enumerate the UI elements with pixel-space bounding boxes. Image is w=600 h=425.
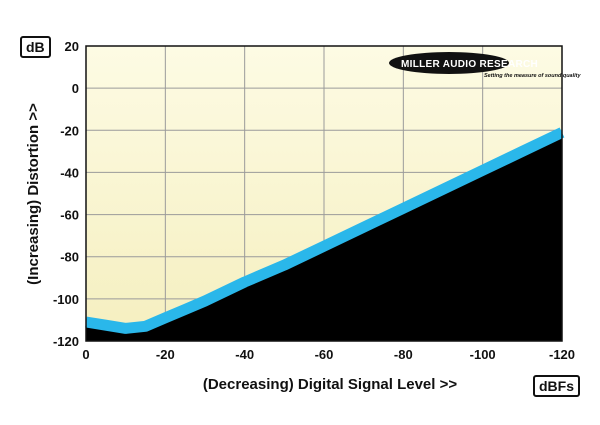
- y-tick-label: -20: [60, 123, 79, 138]
- x-tick-label: 0: [82, 347, 89, 362]
- x-tick-label: -40: [235, 347, 254, 362]
- noise-floor-area: [86, 132, 562, 341]
- x-unit-label: dBFs: [533, 375, 580, 397]
- logo-tagline-text: Setting the measure of sound quality: [484, 73, 582, 79]
- y-tick-labels: 20 0 -20 -40 -60 -80 -100 -120: [53, 39, 79, 349]
- brand-logo: MILLER AUDIO RESEARCH Setting the measur…: [389, 52, 582, 79]
- y-tick-label: 0: [72, 81, 79, 96]
- x-tick-label: -120: [549, 347, 575, 362]
- x-tick-label: -60: [315, 347, 334, 362]
- x-tick-labels: 0 -20 -40 -60 -80 -100 -120: [82, 347, 575, 362]
- x-tick-label: -80: [394, 347, 413, 362]
- y-axis-title: (Increasing) Distortion >>: [25, 103, 42, 285]
- y-tick-label: 20: [65, 39, 79, 54]
- logo-ellipse: [389, 52, 509, 74]
- logo-brand-text: MILLER AUDIO RESEARCH: [401, 59, 538, 70]
- x-axis-title: (Decreasing) Digital Signal Level >>: [203, 376, 457, 393]
- x-tick-label: -20: [156, 347, 175, 362]
- y-tick-label: -100: [53, 292, 79, 307]
- plot-border: [85, 45, 563, 342]
- x-tick-label: -100: [470, 347, 496, 362]
- distortion-band: [85, 127, 565, 334]
- y-tick-label: -40: [60, 165, 79, 180]
- y-tick-label: -120: [53, 334, 79, 349]
- y-tick-label: -80: [60, 250, 79, 265]
- y-tick-label: -60: [60, 208, 79, 223]
- y-unit-label: dB: [20, 36, 51, 58]
